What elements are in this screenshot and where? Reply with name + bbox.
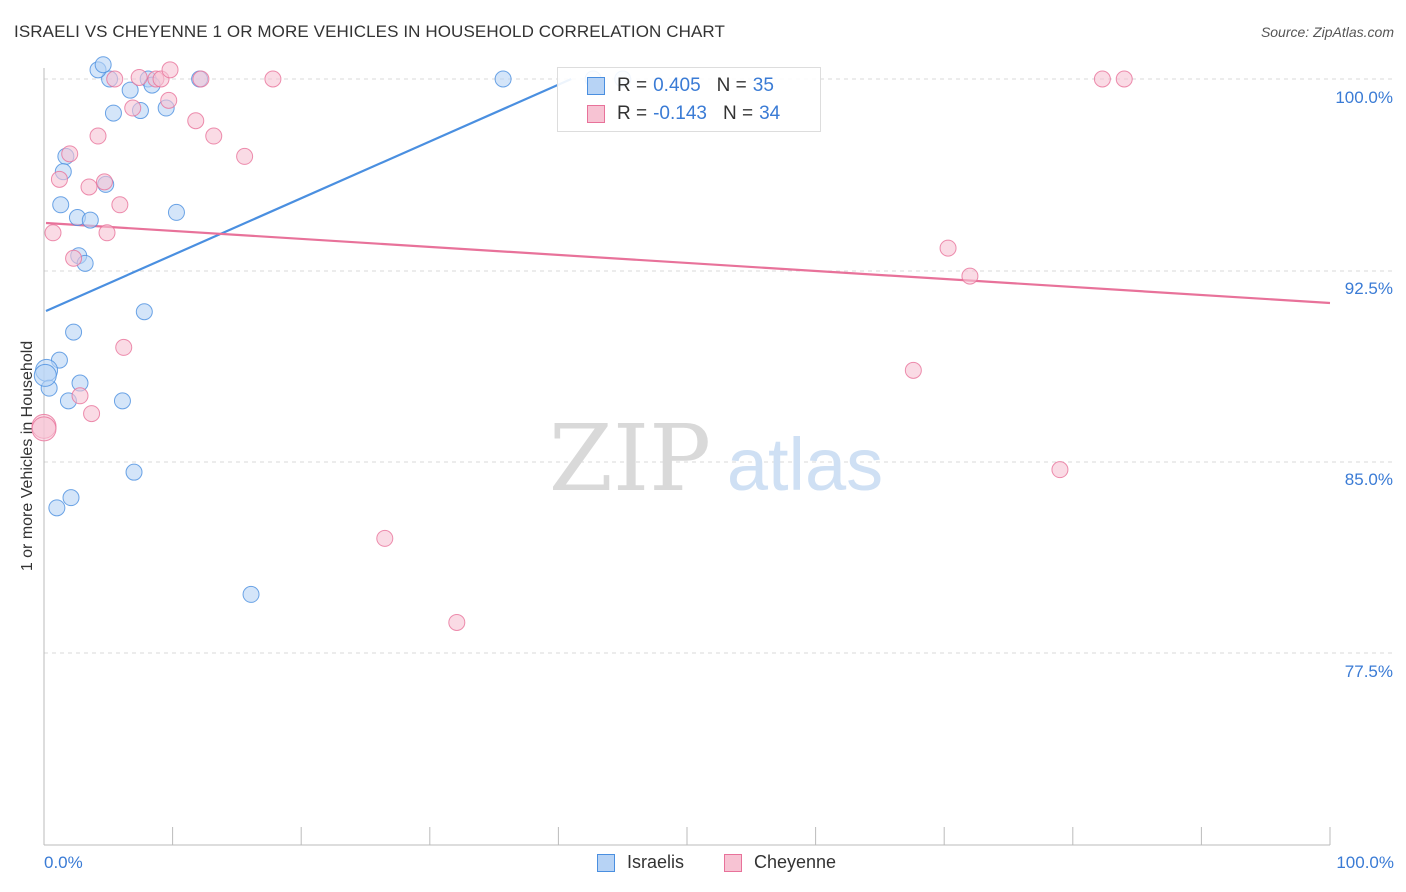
point-israelis (94, 56, 112, 74)
point-cheyenne (115, 338, 133, 356)
chart-title: ISRAELI VS CHEYENNE 1 OR MORE VEHICLES I… (14, 22, 725, 41)
r-value-israelis: 0.405 (653, 75, 701, 96)
point-israelis (121, 81, 139, 99)
series-legend: Israelis Cheyenne (0, 852, 1406, 876)
legend-row-cheyenne: R = -0.143 N = 34 (558, 101, 780, 127)
legend-item-israelis: Israelis (597, 852, 684, 873)
point-cheyenne (89, 127, 107, 145)
trend-line-cheyenne (45, 221, 1331, 305)
trend-line-israelis (45, 77, 572, 313)
point-cheyenne (71, 387, 89, 405)
point-israelis (167, 203, 185, 221)
y-tick-label: 85.0% (1345, 470, 1393, 489)
point-israelis (65, 323, 83, 341)
point-cheyenne (192, 70, 210, 88)
point-israelis (113, 392, 131, 410)
trend-lines (45, 77, 1331, 313)
x-tick-min: 0.0% (44, 853, 83, 872)
point-cheyenne (61, 145, 79, 163)
point-israelis (494, 70, 512, 88)
x-tick-max: 100.0% (1336, 853, 1394, 872)
n-value-cheyenne: 34 (759, 103, 781, 124)
point-cheyenne (50, 170, 68, 188)
point-cheyenne (961, 267, 979, 285)
point-cheyenne (160, 91, 178, 109)
y-tick-labels: 77.5% 85.0% 92.5% 100.0% (1335, 88, 1393, 681)
legend-stats: R = 0.405 N = 35 R = -0.143 N = 34 (557, 67, 821, 132)
point-cheyenne (448, 613, 466, 631)
legend-item-cheyenne: Cheyenne (724, 852, 836, 873)
point-cheyenne (939, 239, 957, 257)
legend-label-israelis: Israelis (627, 852, 685, 872)
point-cheyenne (1093, 70, 1111, 88)
legend-swatch-israelis (597, 853, 615, 872)
point-cheyenne (187, 112, 205, 130)
n-value-israelis: 35 (752, 75, 774, 96)
point-israelis (33, 363, 57, 387)
y-tick-label: 100.0% (1335, 88, 1393, 107)
point-israelis (62, 489, 80, 507)
point-cheyenne (130, 68, 148, 86)
point-cheyenne (44, 224, 62, 242)
point-cheyenne (83, 405, 101, 423)
n-label: N = (722, 103, 754, 124)
r-label: R = (617, 75, 648, 96)
y-tick-label: 92.5% (1345, 279, 1393, 298)
point-cheyenne (31, 416, 57, 442)
r-label: R = (617, 103, 648, 124)
point-cheyenne (264, 70, 282, 88)
watermark-atlas: atlas (727, 423, 883, 506)
point-israelis (48, 499, 66, 517)
point-cheyenne (376, 529, 394, 547)
legend-row-israelis: R = 0.405 N = 35 (558, 73, 774, 99)
n-label: N = (716, 75, 747, 96)
point-israelis (81, 211, 99, 229)
legend-swatch-cheyenne (724, 853, 742, 872)
legend-label-cheyenne: Cheyenne (754, 852, 837, 872)
watermark-zip: ZIP (549, 405, 711, 512)
point-israelis (135, 303, 153, 321)
point-cheyenne (124, 99, 142, 117)
point-cheyenne (904, 361, 922, 379)
legend-swatch-cheyenne (587, 105, 605, 123)
point-cheyenne (65, 249, 83, 267)
grid (44, 78, 1394, 654)
axes (43, 68, 1331, 846)
point-cheyenne (1115, 70, 1133, 88)
point-israelis (52, 196, 70, 214)
point-cheyenne (98, 224, 116, 242)
point-cheyenne (1051, 461, 1069, 479)
source-label: Source: ZipAtlas.com (1260, 24, 1394, 40)
point-cheyenne (95, 173, 113, 191)
legend-swatch-israelis (587, 77, 605, 95)
r-value-cheyenne: -0.143 (653, 103, 707, 124)
point-cheyenne (205, 127, 223, 145)
point-cheyenne (161, 61, 179, 79)
point-israelis (125, 463, 143, 481)
point-cheyenne (80, 178, 98, 196)
point-israelis (104, 104, 122, 122)
y-tick-label: 77.5% (1345, 662, 1393, 681)
point-cheyenne (106, 70, 124, 88)
point-israelis (242, 585, 260, 603)
watermark: ZIP atlas (549, 405, 883, 512)
point-cheyenne (111, 196, 129, 214)
point-cheyenne (236, 147, 254, 165)
data-points (31, 56, 1133, 631)
